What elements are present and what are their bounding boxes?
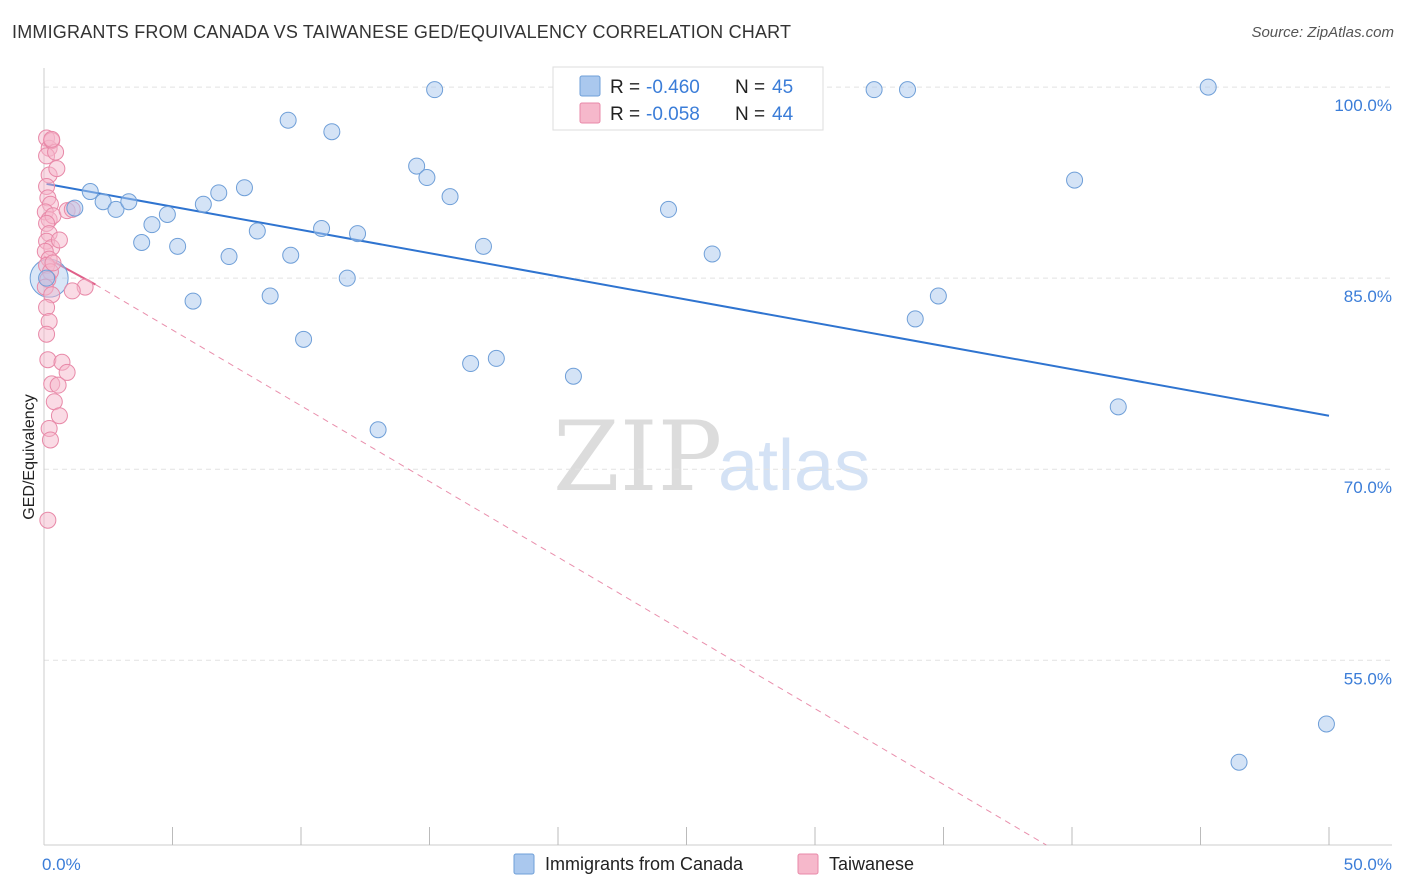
- taiwanese-point-40: [49, 376, 67, 394]
- canada-point-8: [158, 205, 176, 223]
- legend-n-label-pink: N =: [735, 104, 765, 125]
- canada-point-26: [418, 169, 436, 187]
- canada-point-31: [487, 349, 505, 367]
- canada-point-15: [248, 222, 266, 240]
- canada-point-44: [1230, 753, 1248, 771]
- data-points: [29, 78, 1335, 771]
- legend-box: R = -0.460 N = 45 R = -0.058 N = 44: [552, 66, 824, 131]
- canada-point-21: [323, 123, 341, 141]
- canada-point-27: [426, 81, 444, 99]
- taiwanese-point-41: [43, 130, 61, 148]
- canada-point-17: [279, 111, 297, 129]
- taiwanese-point-30: [41, 431, 59, 449]
- x-tick-label-1: 50.0%: [1344, 855, 1392, 874]
- canada-point-40: [1066, 171, 1084, 189]
- legend-n-value-blue: 45: [772, 77, 793, 98]
- canada-trend-line: [46, 182, 1330, 417]
- canada-point-4: [107, 200, 125, 218]
- canada-point-30: [474, 237, 492, 255]
- legend-r-value-blue: -0.460: [646, 77, 700, 98]
- bottom-legend-swatch-blue: [513, 853, 535, 875]
- bottom-legend-swatch-pink: [797, 853, 819, 875]
- canada-point-3: [94, 193, 112, 211]
- bottom-legend-label-blue: Immigrants from Canada: [545, 854, 744, 874]
- taiwanese-point-43: [44, 254, 62, 272]
- canada-point-18: [282, 246, 300, 264]
- legend-n-value-pink: 44: [772, 104, 794, 125]
- canada-point-36: [865, 81, 883, 99]
- watermark-zip: ZIP: [553, 401, 722, 513]
- canada-point-23: [349, 225, 367, 243]
- canada-point-6: [133, 234, 151, 252]
- ticks: 100.0% 85.0% 70.0% 55.0% 0.0% 50.0%: [42, 96, 1392, 874]
- bottom-legend-label-pink: Taiwanese: [829, 854, 914, 874]
- y-axis-title: GED/Equivalency: [21, 394, 38, 519]
- canada-point-11: [194, 195, 212, 213]
- canada-point-0: [38, 269, 56, 287]
- canada-point-29: [462, 355, 480, 373]
- trend-lines: [43, 182, 1330, 846]
- legend-r-label-blue: R =: [610, 77, 640, 98]
- canada-point-2: [81, 183, 99, 201]
- canada-point-19: [295, 330, 313, 348]
- chart-title: IMMIGRANTS FROM CANADA VS TAIWANESE GED/…: [12, 22, 792, 42]
- canada-point-34: [703, 245, 721, 263]
- taiwanese-point-42: [50, 231, 68, 249]
- y-tick-label-0: 100.0%: [1334, 96, 1392, 115]
- canada-point-20: [313, 219, 331, 237]
- legend-swatch-blue: [579, 75, 601, 97]
- canada-point-7: [143, 216, 161, 234]
- canada-point-22: [338, 269, 356, 287]
- taiwanese-point-31: [39, 511, 57, 529]
- canada-point-33: [660, 200, 678, 218]
- legend-n-label-blue: N =: [735, 77, 765, 98]
- canada-point-28: [441, 188, 459, 206]
- watermark-atlas: atlas: [718, 426, 870, 506]
- canada-point-38: [906, 310, 924, 328]
- canada-point-41: [1109, 398, 1127, 416]
- canada-point-37: [899, 81, 917, 99]
- taiwanese-point-25: [39, 351, 57, 369]
- y-tick-label-1: 85.0%: [1344, 287, 1392, 306]
- legend-r-value-pink: -0.058: [646, 104, 700, 125]
- legend-r-label-pink: R =: [610, 104, 640, 125]
- canada-point-32: [564, 367, 582, 385]
- canada-point-25: [408, 157, 426, 175]
- canada-point-10: [184, 292, 202, 310]
- taiwanese-point-39: [58, 363, 76, 381]
- canada-point-39: [929, 287, 947, 305]
- grid-lines: [44, 86, 1392, 661]
- x-tick-label-0: 0.0%: [42, 855, 81, 874]
- taiwanese-point-24: [38, 325, 56, 343]
- canada-point-5: [120, 193, 138, 211]
- canada-point-43: [1317, 715, 1335, 733]
- canada-point-1: [66, 199, 84, 217]
- legend-swatch-pink: [579, 102, 601, 124]
- taiwanese-point-32: [48, 160, 66, 178]
- canada-point-24: [369, 421, 387, 439]
- canada-point-16: [261, 287, 279, 305]
- taiwanese-trend-extension: [95, 284, 1047, 846]
- canada-point-13: [220, 248, 238, 266]
- taiwanese-point-28: [50, 407, 68, 425]
- y-tick-label-3: 55.0%: [1344, 669, 1392, 688]
- taiwanese-point-22: [38, 298, 56, 316]
- bottom-legend: Immigrants from Canada Taiwanese: [513, 853, 914, 875]
- y-tick-label-2: 70.0%: [1344, 478, 1392, 497]
- canada-point-12: [210, 184, 228, 202]
- source-label: Source: ZipAtlas.com: [1251, 24, 1394, 41]
- canada-point-14: [235, 179, 253, 197]
- canada-point-42: [1199, 78, 1217, 96]
- canada-point-9: [169, 237, 187, 255]
- taiwanese-point-37: [63, 282, 81, 300]
